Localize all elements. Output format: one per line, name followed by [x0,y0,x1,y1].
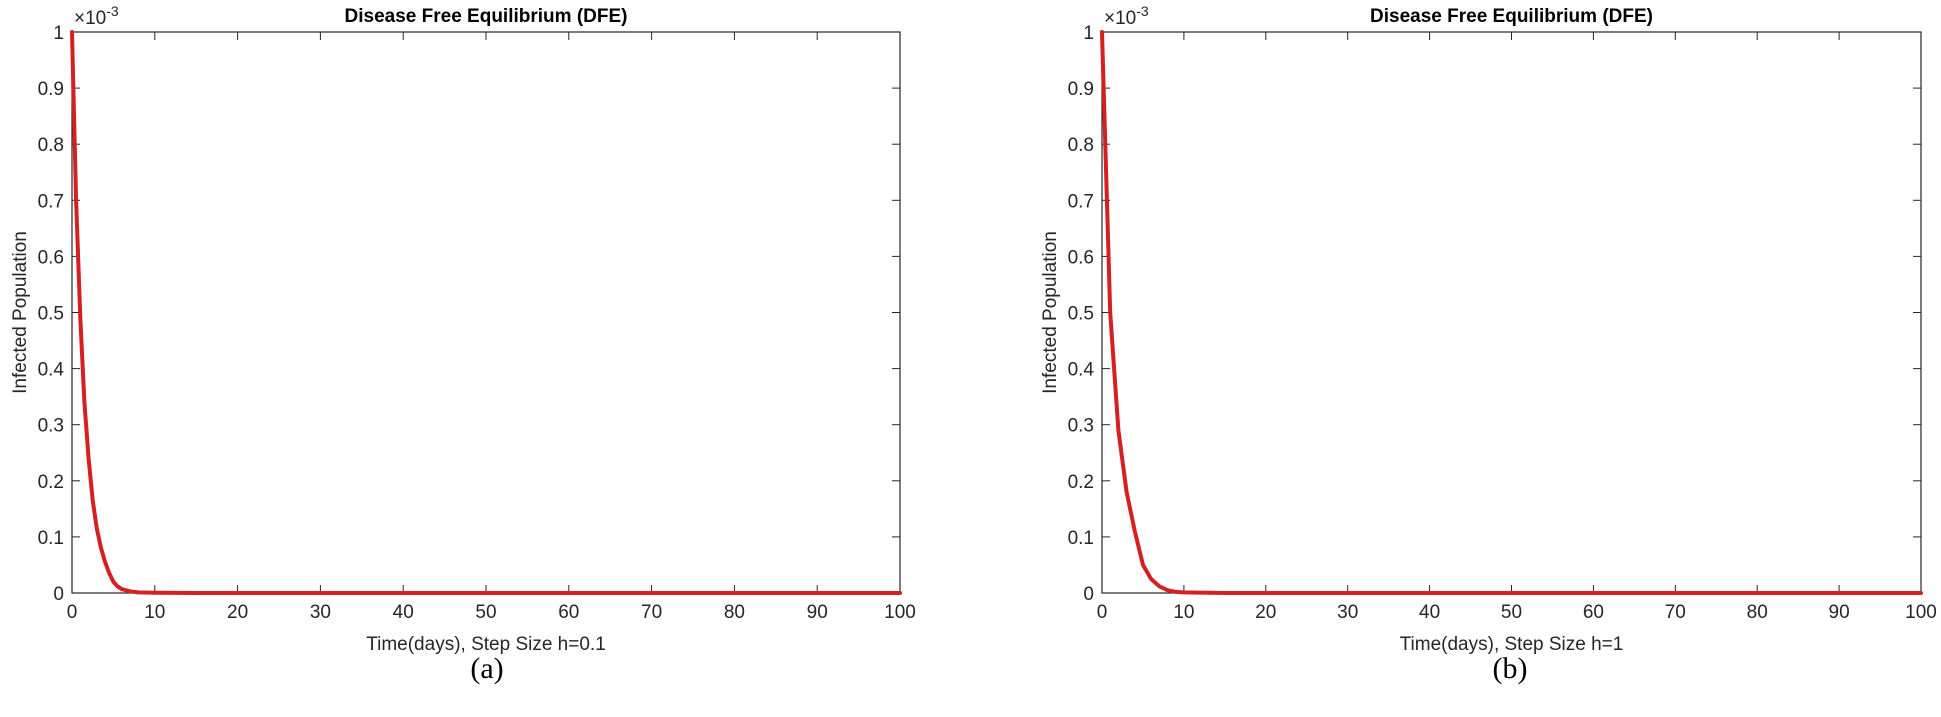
y-tick-label: 0.6 [1068,247,1094,268]
x-tick-label: 30 [310,602,331,623]
y-tick-label: 0.7 [1068,191,1094,212]
y-axis-label: Infected Population [1040,231,1061,394]
y-tick-label: 0.1 [38,528,64,549]
x-tick-label: 0 [67,602,78,623]
y-tick-label: 0.9 [1068,79,1094,100]
y-exponent-base: ×10 [74,8,106,29]
x-tick-label: 10 [144,602,165,623]
x-tick-label: 50 [1501,602,1522,623]
x-tick-label: 90 [807,602,828,623]
x-tick-label: 100 [884,602,916,623]
x-tick-label: 60 [1583,602,1604,623]
y-tick-label: 0.9 [38,79,64,100]
y-exponent-base: ×10 [1104,8,1136,29]
y-tick-label: 0.2 [1068,472,1094,493]
x-tick-label: 30 [1337,602,1358,623]
x-tick-label: 70 [641,602,662,623]
y-exponent-power: -3 [106,3,119,19]
y-axis-label: Infected Population [10,231,31,394]
x-tick-label: 70 [1665,602,1686,623]
y-exponent-label: ×10-3 [74,3,119,29]
panel-label: (a) [470,652,503,685]
y-exponent-label: ×10-3 [1104,3,1149,29]
x-tick-label: 40 [393,602,414,623]
y-tick-label: 1 [1083,23,1094,44]
panel-label: (b) [1493,652,1528,685]
x-tick-label: 40 [1419,602,1440,623]
y-exponent-power: -3 [1136,3,1149,19]
x-axis-label: Time(days), Step Size h=0.1 [366,634,606,655]
x-axis-label: Time(days), Step Size h=1 [1400,634,1624,655]
x-tick-label: 80 [1747,602,1768,623]
x-tick-label: 20 [1255,602,1276,623]
y-tick-label: 0.5 [1068,304,1094,325]
y-tick-label: 0.4 [38,360,65,381]
plot-area [71,31,901,594]
x-tick-label: 80 [724,602,745,623]
y-tick-label: 0.2 [38,472,64,493]
plot-area [1101,31,1922,594]
y-tick-label: 0 [53,584,64,605]
y-tick-label: 1 [53,23,64,44]
y-tick-label: 0.5 [38,304,64,325]
chart-panel-a: 0 10 20 30 40 50 60 70 80 90 100 0 0.1 0.2 0.3 0.4 0.5 0.… [10,3,916,685]
y-tick-label: 0.6 [38,247,64,268]
y-tick-label: 0.3 [1068,416,1094,437]
series-line [70,30,902,595]
chart-title: Disease Free Equilibrium (DFE) [1370,6,1653,27]
y-tick-label: 0.7 [38,191,64,212]
y-tick-label: 0 [1083,584,1094,605]
x-tick-label: 60 [558,602,579,623]
y-tick-label: 0.4 [1068,360,1095,381]
x-tick-label: 100 [1905,602,1937,623]
series-line [1100,30,1923,595]
chart-title: Disease Free Equilibrium (DFE) [345,6,628,27]
y-tick-label: 0.8 [1068,135,1094,156]
x-tick-label: 0 [1097,602,1108,623]
y-tick-label: 0.3 [38,416,64,437]
x-tick-label: 20 [227,602,248,623]
chart-panel-b: 0 10 20 30 40 50 60 70 80 90 100 0 0.1 0.2 0.3 0.4 0.5 0.… [1040,3,1937,685]
x-tick-label: 10 [1173,602,1194,623]
x-tick-label: 50 [475,602,496,623]
y-tick-label: 0.8 [38,135,64,156]
y-tick-label: 0.1 [1068,528,1094,549]
x-tick-label: 90 [1829,602,1850,623]
